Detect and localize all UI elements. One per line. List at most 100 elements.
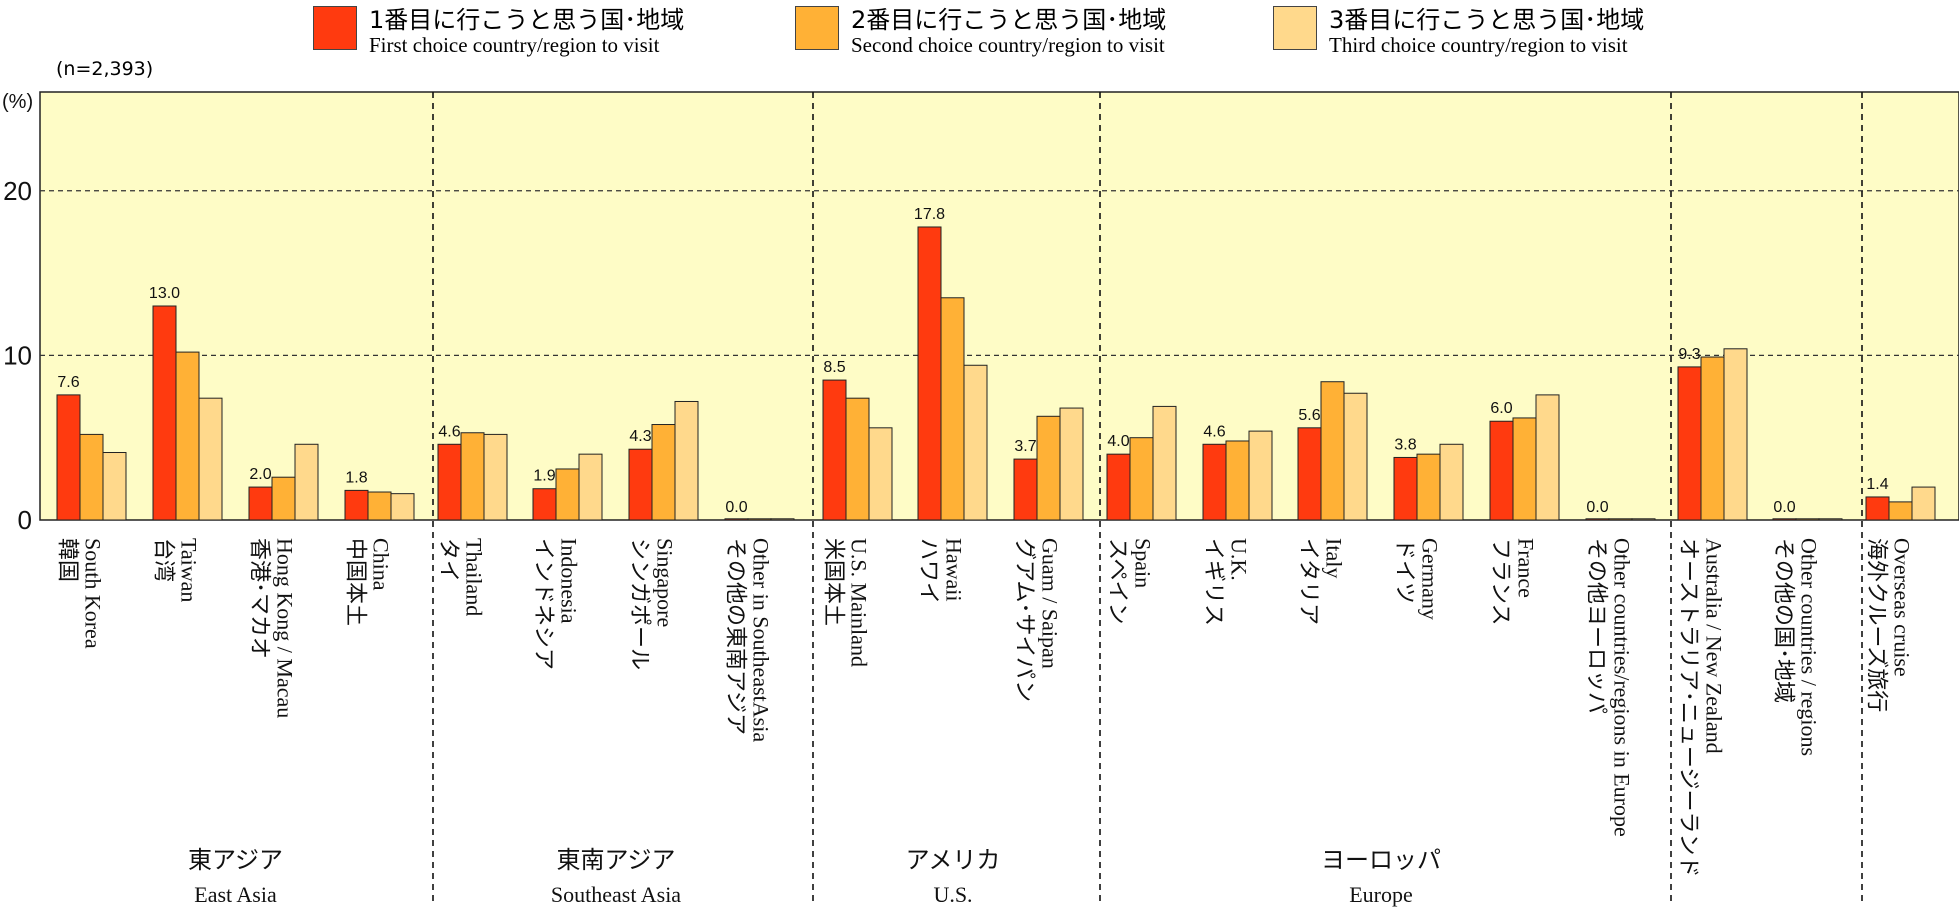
- data-label: 0.0: [725, 499, 747, 516]
- bar-first-choice: [1202, 443, 1227, 521]
- bar-first-choice: [628, 448, 653, 521]
- bar-first-choice: [1489, 420, 1514, 521]
- bar-second-choice: [1129, 437, 1154, 521]
- bar-first-choice: [724, 518, 749, 521]
- category-label-jp: 米国本土: [821, 538, 846, 626]
- legend-label-en: Second choice country/region to visit: [851, 33, 1165, 57]
- bar-third-choice: [1152, 405, 1177, 521]
- data-label: 3.8: [1394, 436, 1416, 453]
- bar-third-choice: [1818, 518, 1843, 521]
- category-label-jp: オーストラリア･ニュージーランド: [1676, 538, 1701, 877]
- bar-second-choice: [367, 491, 392, 521]
- bar-third-choice: [674, 400, 699, 521]
- data-label: 1.9: [533, 468, 555, 485]
- data-label: 5.6: [1298, 407, 1320, 424]
- legend-label-en: First choice country/region to visit: [369, 33, 660, 57]
- legend-swatch-second: [795, 6, 839, 50]
- data-label: 4.3: [629, 428, 651, 445]
- bar-first-choice: [1013, 458, 1038, 521]
- group-label-jp: 東アジア: [188, 846, 283, 874]
- category-label-en: Spain: [1131, 538, 1156, 588]
- bar-third-choice: [1059, 407, 1084, 521]
- bar-first-choice: [822, 379, 847, 521]
- group-label-en: East Asia: [194, 882, 277, 907]
- bar-second-choice: [175, 351, 200, 521]
- category-label-en: Hawaii: [942, 538, 967, 602]
- bar-first-choice: [344, 489, 369, 521]
- bar-second-choice: [747, 518, 772, 521]
- category-label-en: Singapore: [653, 538, 678, 627]
- bar-first-choice: [437, 443, 462, 521]
- bar-first-choice: [152, 305, 177, 521]
- bar-third-choice: [1723, 348, 1748, 521]
- bar-second-choice: [940, 297, 965, 521]
- data-label: 3.7: [1014, 438, 1036, 455]
- data-label: 1.4: [1866, 476, 1888, 493]
- data-label: 8.5: [823, 359, 845, 376]
- y-tick-label: 20: [3, 176, 32, 206]
- data-label: 17.8: [914, 206, 945, 223]
- bar-first-choice: [917, 226, 942, 521]
- bar-first-choice: [1585, 518, 1610, 521]
- bar-third-choice: [1439, 443, 1464, 521]
- bar-second-choice: [1888, 501, 1913, 521]
- legend-label-en: Third choice country/region to visit: [1329, 33, 1628, 57]
- bar-first-choice: [532, 488, 557, 521]
- bar-second-choice: [1795, 518, 1820, 521]
- category-label-jp: イギリス: [1201, 538, 1226, 626]
- bar-third-choice: [578, 453, 603, 521]
- legend-swatch-third: [1273, 6, 1317, 50]
- category-label-en: Australia / New Zealand: [1702, 538, 1727, 754]
- category-label-jp: 中国本土: [343, 538, 368, 626]
- plot-area: [39, 91, 1959, 521]
- data-label: 1.8: [345, 469, 367, 486]
- category-label-en: China: [369, 538, 394, 591]
- bar-second-choice: [79, 433, 104, 521]
- bar-second-choice: [555, 468, 580, 521]
- bar-third-choice: [868, 427, 893, 521]
- data-label: 7.6: [57, 374, 79, 391]
- bar-second-choice: [651, 424, 676, 521]
- bar-third-choice: [770, 518, 795, 521]
- bar-third-choice: [1911, 486, 1936, 521]
- group-label-en: Southeast Asia: [551, 882, 681, 907]
- group-label-jp: アメリカ: [906, 846, 1001, 874]
- bar-first-choice: [1297, 427, 1322, 521]
- category-label-jp: グアム･サイパン: [1012, 538, 1037, 702]
- bar-third-choice: [102, 452, 127, 521]
- bar-second-choice: [845, 397, 870, 521]
- bar-first-choice: [1677, 366, 1702, 521]
- group-label-jp: ヨーロッパ: [1321, 846, 1441, 874]
- category-label-en: Guam / Saipan: [1038, 538, 1063, 669]
- legend-label-jp: 3番目に行こうと思う国･地域: [1329, 6, 1645, 34]
- data-label: 6.0: [1490, 400, 1512, 417]
- category-label-jp: 韓国: [55, 538, 80, 582]
- bar-second-choice: [1036, 415, 1061, 521]
- legend-swatch-first: [313, 6, 357, 50]
- group-label-jp: 東南アジア: [556, 846, 675, 874]
- data-label: 13.0: [149, 285, 180, 302]
- category-label-jp: ハワイ: [916, 538, 941, 604]
- category-label-jp: 海外クルーズ旅行: [1864, 538, 1889, 712]
- bar-second-choice: [1700, 356, 1725, 521]
- data-label: 9.3: [1678, 346, 1700, 363]
- category-label-jp: タイ: [436, 538, 461, 582]
- category-label-en: South Korea: [81, 538, 106, 649]
- bar-third-choice: [198, 397, 223, 521]
- data-label: 0.0: [1586, 499, 1608, 516]
- category-label-jp: その他の東南アジア: [723, 538, 748, 735]
- data-label: 4.0: [1107, 433, 1129, 450]
- category-label-jp: その他ヨーロッパ: [1584, 538, 1609, 714]
- bar-third-choice: [390, 493, 415, 521]
- category-label-jp: その他の国･地域: [1771, 538, 1796, 703]
- y-tick-label: 10: [3, 340, 32, 370]
- category-label-en: Thailand: [462, 538, 487, 616]
- category-label-jp: シンガポール: [627, 538, 652, 670]
- bar-second-choice: [1320, 381, 1345, 521]
- legend-label-jp: 2番目に行こうと思う国･地域: [851, 6, 1167, 34]
- group-label-en: Europe: [1349, 882, 1413, 907]
- bar-first-choice: [1106, 453, 1131, 521]
- legend-label-jp: 1番目に行こうと思う国･地域: [369, 6, 685, 34]
- data-label: 4.6: [438, 423, 460, 440]
